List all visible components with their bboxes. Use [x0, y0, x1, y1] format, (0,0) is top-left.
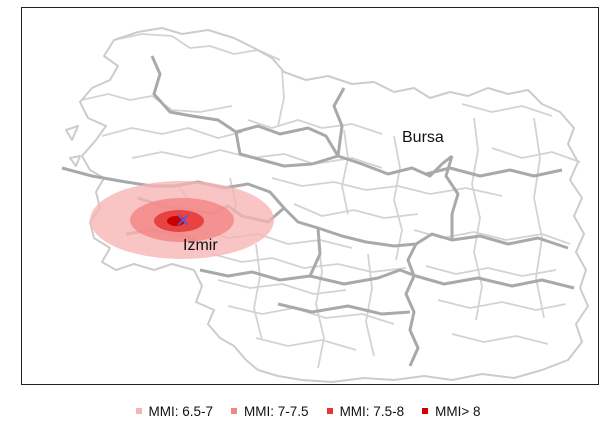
legend-item: MMI: 6.5-7	[135, 403, 214, 419]
legend-label: MMI: 6.5-7	[148, 403, 214, 419]
legend-swatch-icon	[135, 408, 142, 414]
map-panel: Bursa Izmir	[21, 7, 599, 385]
legend: MMI: 6.5-7 MMI: 7-7.5 MMI: 7.5-8 MMI> 8	[0, 401, 616, 421]
legend-item: MMI> 8	[422, 404, 480, 419]
city-label-izmir: Izmir	[183, 237, 218, 254]
legend-swatch-icon	[422, 408, 429, 414]
map-svg	[61, 27, 589, 383]
district-borders	[81, 33, 581, 369]
legend-item: MMI: 7-7.5	[231, 404, 309, 419]
legend-label: MMI: 7-7.5	[244, 403, 309, 419]
x-mark-icon	[177, 214, 189, 226]
legend-swatch-icon	[231, 408, 238, 414]
legend-label: MMI: 7.5-8	[339, 403, 405, 419]
legend-label: MMI> 8	[435, 403, 481, 419]
city-label-bursa: Bursa	[402, 129, 444, 146]
legend-item: MMI: 7.5-8	[326, 403, 405, 419]
legend-swatch-icon	[326, 408, 333, 414]
